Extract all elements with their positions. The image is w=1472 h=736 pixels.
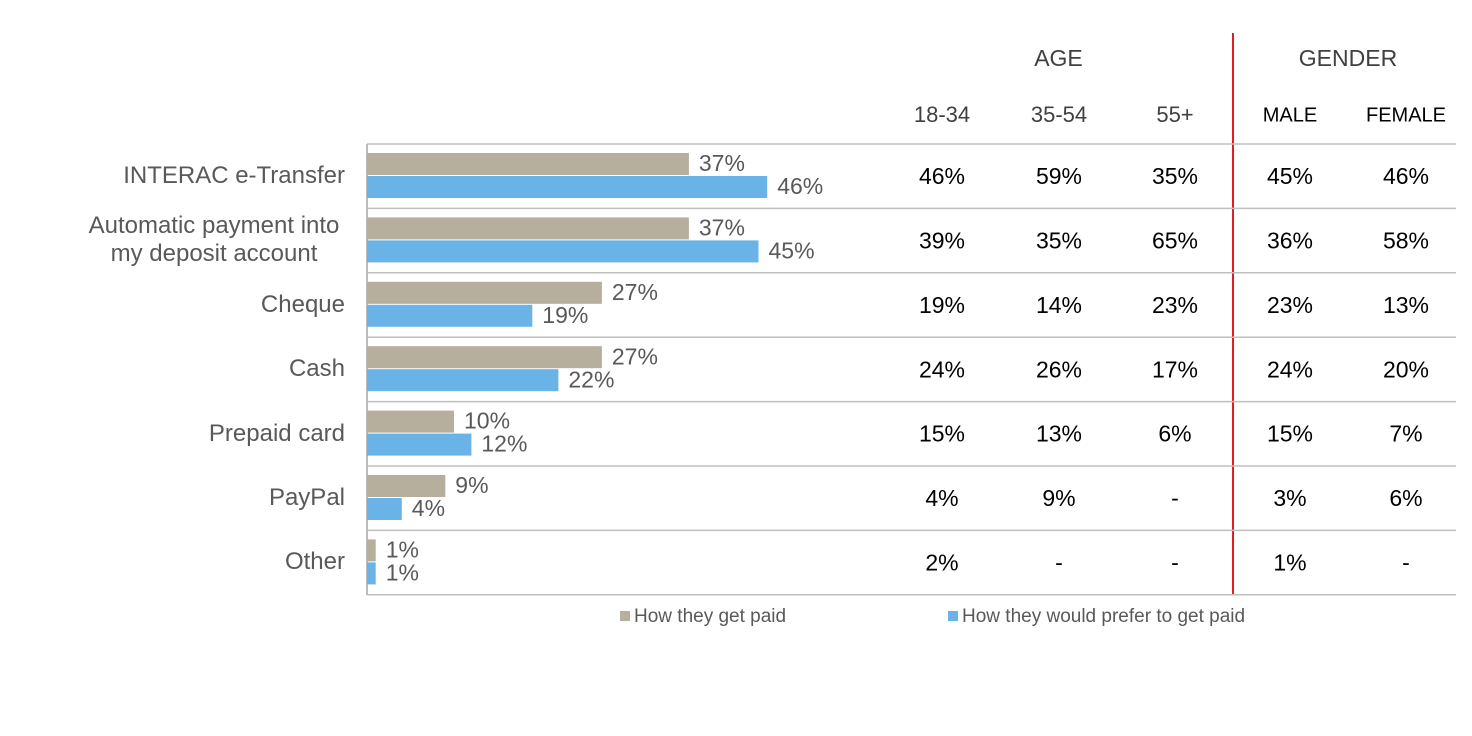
category-text: Cheque (260, 290, 345, 318)
category-text: Automatic payment into my deposit accoun… (88, 212, 340, 268)
bar (367, 475, 446, 497)
table-cell: 23% (1152, 292, 1198, 318)
value-label: 10% (464, 408, 510, 434)
category-label: INTERAC e-Transfer (123, 144, 345, 208)
column-header: 55+ (1156, 102, 1193, 127)
value-label: 37% (699, 150, 745, 176)
table-cell: 59% (1036, 163, 1082, 189)
table-cell: 35% (1036, 227, 1082, 253)
table-cell: 20% (1383, 356, 1429, 382)
bar (367, 433, 472, 456)
table-cell: 46% (1383, 163, 1429, 189)
table-cell: 15% (1267, 421, 1313, 447)
table-cell: 2% (925, 549, 958, 575)
bar (367, 304, 533, 327)
category-label: Cheque (261, 273, 345, 337)
group-header: GENDER (1299, 45, 1397, 71)
table-cell: 6% (1389, 485, 1422, 511)
table-cell: 19% (919, 292, 965, 318)
table-cell: 24% (1267, 356, 1313, 382)
table-cell: 3% (1273, 485, 1306, 511)
value-label: 1% (386, 536, 419, 562)
column-header: FEMALE (1366, 104, 1446, 126)
table-cell: 65% (1152, 227, 1198, 253)
table-cell: 6% (1158, 421, 1191, 447)
table-cell: - (1171, 549, 1179, 575)
category-text: Prepaid card (208, 419, 345, 447)
table-cell: 13% (1383, 292, 1429, 318)
table-cell: 36% (1267, 227, 1313, 253)
table-cell: 14% (1036, 292, 1082, 318)
category-text: Other (284, 548, 345, 576)
table-cell: 45% (1267, 163, 1313, 189)
value-label: 9% (455, 472, 488, 498)
table-cell: 39% (919, 227, 965, 253)
legend-label: How they would prefer to get paid (962, 606, 1245, 627)
table-cell: 9% (1042, 485, 1075, 511)
column-header: 35-54 (1031, 102, 1087, 127)
table-cell: - (1055, 549, 1063, 575)
bar (367, 562, 376, 585)
table-cell: 1% (1273, 549, 1306, 575)
category-label: Other (285, 530, 345, 594)
group-header: AGE (1034, 45, 1083, 71)
value-label: 27% (612, 279, 658, 305)
bar (367, 369, 559, 392)
category-label: Cash (289, 337, 345, 401)
table-cell: 17% (1152, 356, 1198, 382)
table-cell: 24% (919, 356, 965, 382)
value-label: 37% (699, 214, 745, 240)
category-label: Prepaid card (209, 402, 345, 466)
legend-label: How they get paid (634, 606, 786, 627)
legend-swatch (948, 611, 958, 621)
bar (367, 498, 402, 520)
table-cell: 26% (1036, 356, 1082, 382)
table-cell: 35% (1152, 163, 1198, 189)
table-cell: 7% (1389, 421, 1422, 447)
bar (367, 281, 602, 304)
value-label: 45% (769, 237, 815, 263)
table-cell: 23% (1267, 292, 1313, 318)
table-cell: 15% (919, 421, 965, 447)
category-label: PayPal (269, 466, 345, 530)
table-cell: - (1171, 485, 1179, 511)
category-text: PayPal (268, 484, 345, 511)
table-cell: 46% (919, 163, 965, 189)
bar (367, 217, 689, 240)
bar (367, 539, 376, 562)
table-cell: 13% (1036, 421, 1082, 447)
value-label: 27% (612, 343, 658, 369)
table-cell: 58% (1383, 227, 1429, 253)
bar (367, 176, 768, 198)
table-cell: - (1402, 549, 1410, 575)
column-header: 18-34 (914, 102, 970, 127)
category-label: Automatic payment into my deposit accoun… (83, 208, 345, 272)
legend-swatch (620, 611, 630, 621)
value-label: 12% (481, 431, 527, 457)
value-label: 1% (386, 559, 419, 585)
value-label: 19% (542, 302, 588, 328)
bar (367, 346, 602, 369)
table-cell: 4% (925, 485, 958, 511)
value-label: 22% (568, 366, 614, 392)
bar (367, 153, 689, 175)
value-label: 46% (777, 173, 823, 199)
category-text: Cash (288, 355, 345, 383)
column-header: MALE (1263, 104, 1317, 126)
bar (367, 410, 454, 433)
bar (367, 240, 759, 263)
value-label: 4% (412, 495, 445, 521)
category-text: INTERAC e-Transfer (123, 162, 345, 189)
